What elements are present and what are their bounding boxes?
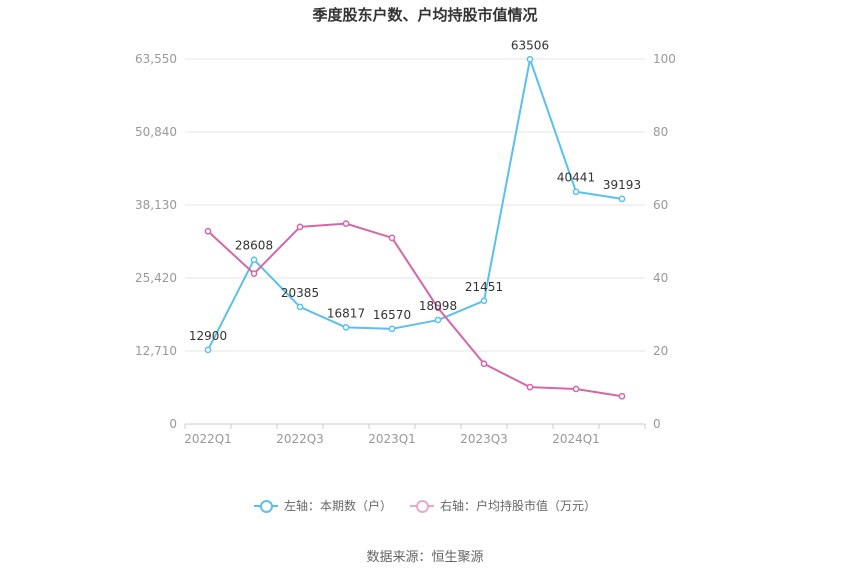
data-point-avg-value <box>526 383 534 391</box>
data-point-households <box>618 195 626 203</box>
data-label-households: 16570 <box>373 308 411 322</box>
source-note: 数据来源：恒生聚源 <box>366 550 484 565</box>
data-label-households: 12900 <box>189 329 227 343</box>
data-point-avg-value <box>572 385 580 393</box>
chart-title: 季度股东户数、户均持股市值情况 <box>312 6 538 24</box>
y-right-tick-label: 20 <box>653 344 668 358</box>
data-point-households <box>250 256 258 264</box>
y-left-tick-label: 25,420 <box>135 271 177 285</box>
data-point-avg-value <box>618 392 626 400</box>
x-tick-label: 2023Q3 <box>460 432 508 446</box>
data-point-avg-value <box>342 220 350 227</box>
data-label-households: 40441 <box>557 171 595 185</box>
legend: 左轴：本期数（户） 右轴：户均持股市值（万元） <box>0 497 850 514</box>
y-right-tick-label: 60 <box>653 198 668 212</box>
data-label-households: 18098 <box>419 299 457 313</box>
data-label-households: 20385 <box>281 286 319 300</box>
legend-swatch-avg-value <box>410 499 434 513</box>
y-right-tick-label: 100 <box>653 52 676 66</box>
legend-item-avg-value[interactable]: 右轴：户均持股市值（万元） <box>410 497 596 514</box>
data-point-avg-value <box>296 223 304 231</box>
data-point-households <box>572 188 580 196</box>
data-point-households <box>434 316 442 324</box>
data-label-households: 16817 <box>327 306 365 320</box>
x-tick-label: 2024Q1 <box>552 432 600 446</box>
data-point-households <box>388 325 396 333</box>
data-point-avg-value <box>434 304 442 312</box>
y-right-tick-label: 0 <box>653 417 661 431</box>
data-point-avg-value <box>480 360 488 368</box>
data-label-households: 39193 <box>603 178 641 192</box>
legend-label-avg-value: 右轴：户均持股市值（万元） <box>440 499 597 513</box>
data-point-households <box>342 324 350 331</box>
y-left-tick-label: 50,840 <box>135 125 177 139</box>
series-line-households <box>207 58 623 351</box>
y-right-tick-label: 80 <box>653 125 668 139</box>
y-left-tick-label: 38,130 <box>135 198 177 212</box>
legend-item-households[interactable]: 左轴：本期数（户） <box>253 497 392 514</box>
data-point-avg-value <box>204 227 212 235</box>
y-left-tick-label: 0 <box>169 417 177 431</box>
x-tick-label: 2023Q1 <box>368 432 416 446</box>
x-tick-label: 2022Q3 <box>276 432 324 446</box>
series-line-avg-value <box>207 222 623 398</box>
x-tick-label: 2022Q1 <box>184 432 232 446</box>
legend-swatch-households <box>253 499 278 513</box>
data-label-households: 28608 <box>235 239 273 253</box>
y-left-tick-label: 63,550 <box>135 52 177 66</box>
y-left-tick-label: 12,710 <box>135 344 177 358</box>
data-point-households <box>204 346 212 354</box>
data-point-households <box>526 55 534 63</box>
data-point-households <box>296 303 304 311</box>
legend-label-households: 左轴：本期数（户） <box>283 499 392 513</box>
y-right-tick-label: 40 <box>653 271 668 285</box>
data-point-avg-value <box>250 270 258 277</box>
data-label-households: 21451 <box>465 280 503 294</box>
data-point-avg-value <box>388 234 396 242</box>
data-label-households: 63506 <box>511 38 549 52</box>
data-point-households <box>480 297 488 305</box>
